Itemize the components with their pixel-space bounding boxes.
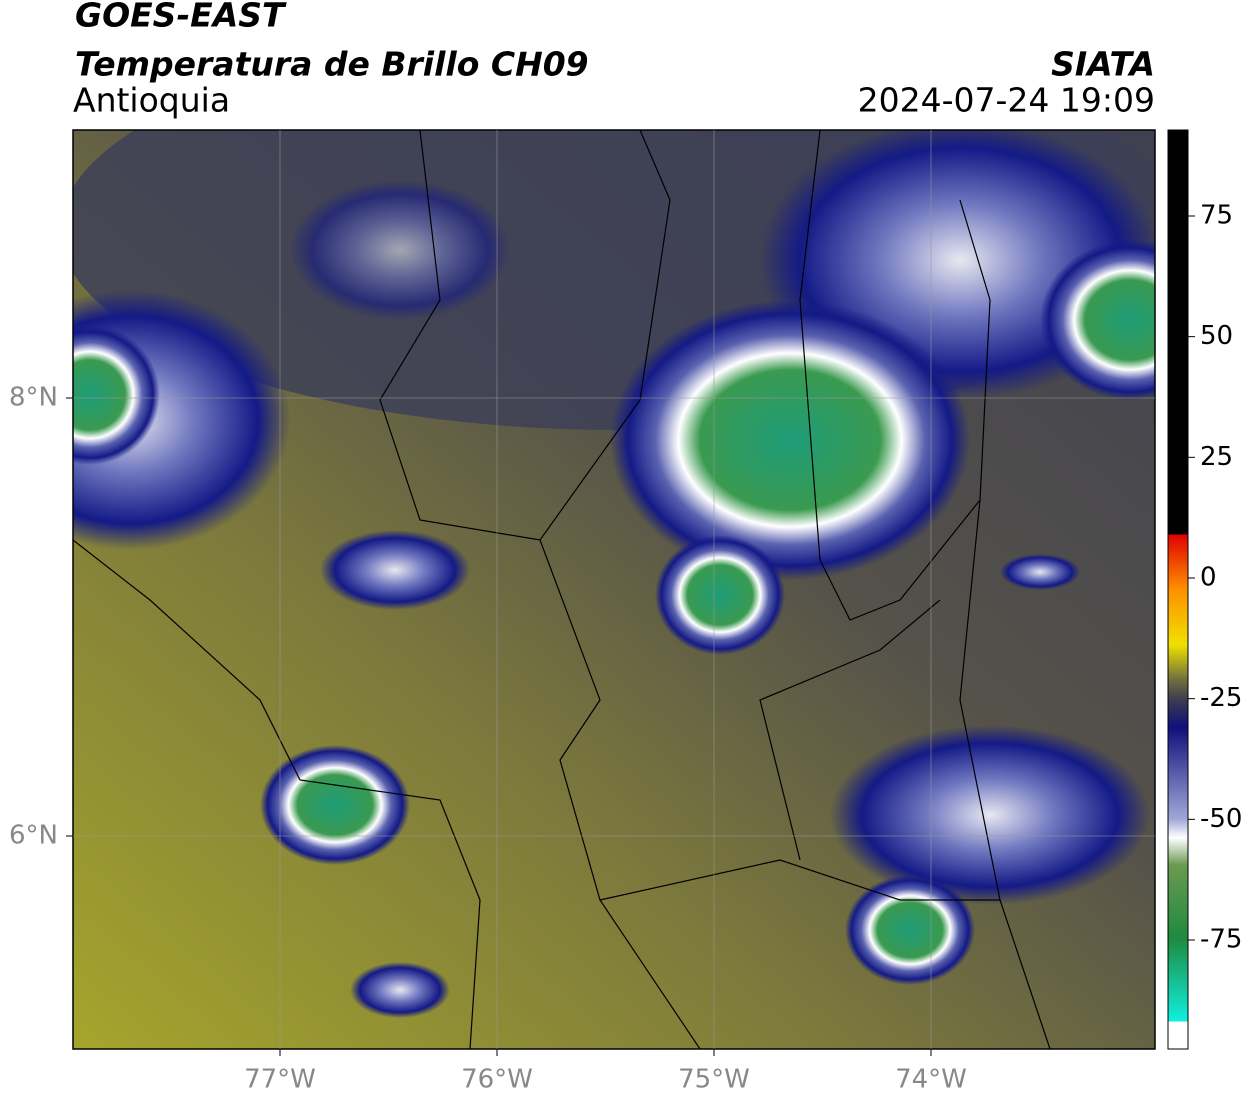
map-frame xyxy=(72,129,1156,1050)
colorbar-label: -50 xyxy=(1200,804,1242,834)
colorbar-label: 25 xyxy=(1200,442,1233,472)
colorbar-label: -25 xyxy=(1200,683,1242,713)
satellite-name: GOES-EAST xyxy=(75,0,287,35)
colorbar xyxy=(1167,129,1189,1050)
colorbar-label: -75 xyxy=(1200,925,1242,955)
datetime: 2024-07-24 19:09 xyxy=(858,81,1155,120)
source: SIATA xyxy=(1051,45,1155,84)
lon-label: 74°W xyxy=(895,1065,967,1095)
lat-label: 8°N xyxy=(9,383,58,413)
lat-label: 6°N xyxy=(9,821,58,851)
satellite-image xyxy=(73,130,1155,1049)
lon-label: 75°W xyxy=(678,1065,750,1095)
lon-label: 76°W xyxy=(461,1065,533,1095)
region: Antioquia xyxy=(73,81,230,120)
colorbar-label: 75 xyxy=(1200,201,1233,231)
product-title: Temperatura de Brillo CH09 xyxy=(75,45,589,84)
colorbar-label: 50 xyxy=(1200,321,1233,351)
colorbar-label: 0 xyxy=(1200,563,1217,593)
lon-label: 77°W xyxy=(244,1065,316,1095)
